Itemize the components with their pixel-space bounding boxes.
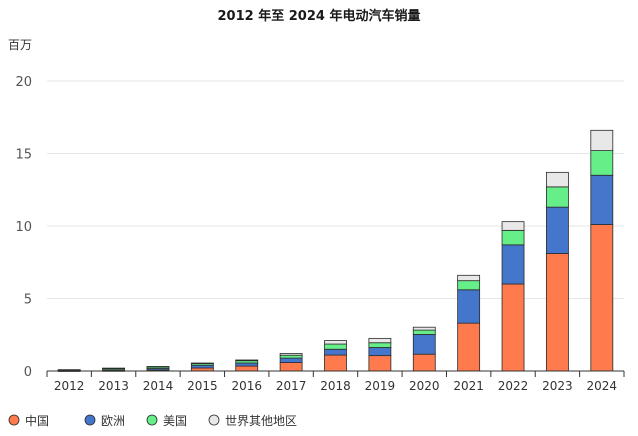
legend-label: 美国	[163, 414, 187, 428]
bar-segment	[546, 171, 569, 188]
bar-segment	[279, 354, 303, 359]
bar-segment	[190, 364, 214, 369]
bar-segment	[146, 366, 170, 368]
bar-segment	[546, 253, 569, 372]
legend-label: 欧洲	[101, 414, 125, 428]
bar-segment	[368, 347, 392, 357]
bar-segment	[324, 348, 347, 356]
legend-item: 中国	[8, 413, 49, 428]
bar-segment	[324, 343, 347, 350]
x-tick-label: 2022	[498, 379, 529, 393]
x-tick-label: 2017	[276, 379, 307, 393]
legend-item: 欧洲	[84, 414, 125, 428]
bar-segment	[279, 362, 303, 372]
bars	[57, 129, 614, 372]
bar-segment	[324, 340, 347, 345]
bar-segment	[501, 229, 525, 246]
bar-segment	[501, 221, 525, 231]
bar-segment	[279, 357, 303, 363]
legend-item: 美国	[146, 414, 187, 428]
bar-segment	[279, 353, 303, 356]
y-tick-label: 15	[15, 148, 32, 163]
legend-label: 中国	[25, 413, 49, 428]
x-tick-label: 2013	[98, 379, 129, 393]
bar-segment	[412, 329, 436, 335]
bar-segment	[501, 283, 525, 372]
chart-title: 2012 年至 2024 年电动汽车销量	[218, 8, 421, 24]
y-tick-label: 0	[24, 365, 32, 380]
bar-segment	[235, 359, 259, 362]
bar-segment	[457, 274, 481, 282]
x-tick-label: 2024	[587, 379, 618, 393]
bar-segment	[102, 367, 125, 370]
bar-segment	[412, 334, 436, 355]
legend-label: 世界其他地区	[225, 414, 297, 428]
y-tick-label: 20	[15, 75, 32, 90]
legend: 中国 欧洲 美国 世界其他地区	[8, 413, 297, 428]
bar-segment	[590, 174, 614, 225]
bar-segment	[368, 342, 392, 348]
gridlines	[47, 80, 624, 299]
bar-segment	[590, 129, 614, 152]
y-tick-label: 10	[15, 220, 32, 235]
x-tick-label: 2021	[453, 379, 484, 393]
legend-swatch	[208, 414, 220, 426]
bar-segment	[412, 353, 436, 372]
x-tick-label: 2015	[187, 379, 218, 393]
bar-segment	[368, 355, 392, 372]
x-tick-label: 2012	[54, 379, 85, 393]
legend-swatch	[146, 414, 158, 426]
bar-segment	[546, 206, 569, 254]
x-tick-label: 2016	[231, 379, 262, 393]
bar-segment	[235, 365, 259, 372]
y-tick-label: 5	[24, 293, 32, 308]
x-tick-label: 2018	[320, 379, 351, 393]
bar-segment	[457, 289, 481, 324]
bar-segment	[412, 326, 436, 331]
bar-segment	[57, 369, 81, 371]
legend-swatch	[8, 414, 20, 426]
bar-segment	[324, 354, 347, 372]
x-axis-ticks: 2012 2013 2014 2015 2016 2017 2018 2019 2020 2021…	[46, 371, 625, 393]
bar-segment	[457, 322, 481, 372]
x-tick-label: 2020	[409, 379, 440, 393]
legend-item: 世界其他地区	[208, 414, 297, 428]
x-tick-label: 2019	[365, 379, 396, 393]
bar-segment	[590, 224, 614, 372]
bar-segment	[368, 337, 392, 344]
x-tick-label: 2023	[542, 379, 573, 393]
y-axis-ticks: 0 5 10 15 20	[15, 75, 32, 380]
bar-segment	[235, 362, 259, 367]
bar-segment	[590, 150, 614, 176]
x-tick-label: 2014	[143, 379, 174, 393]
bar-segment	[546, 186, 569, 208]
y-axis-unit: 百万	[8, 38, 32, 52]
bar-segment	[457, 280, 481, 291]
bar-segment	[190, 362, 214, 365]
legend-swatch	[84, 414, 96, 426]
bar-segment	[501, 244, 525, 285]
